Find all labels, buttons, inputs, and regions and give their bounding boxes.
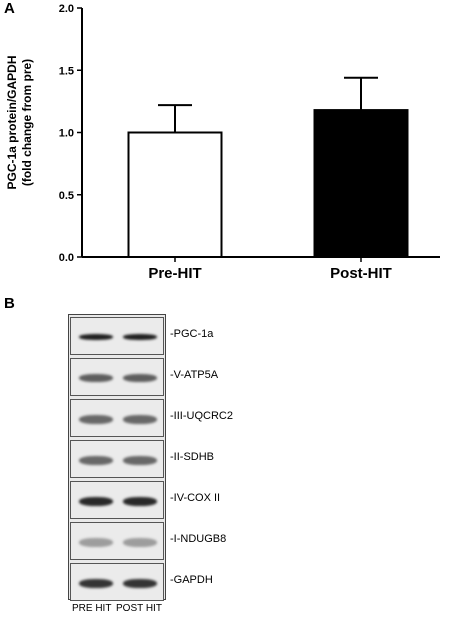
blot-row	[70, 481, 164, 519]
y-axis-label: (fold change from pre)	[20, 59, 34, 186]
lane-label-pre: PRE HIT	[72, 603, 112, 614]
y-tick-label: 0.0	[59, 252, 74, 264]
blot-band	[123, 334, 157, 340]
panel-a-label: A	[4, 0, 15, 17]
blot-band-label: -PGC-1a	[170, 328, 214, 340]
y-tick-label: 1.0	[59, 128, 74, 140]
blot-band-label: -I-NDUGB8	[170, 533, 227, 545]
blot-band	[79, 497, 113, 506]
blot-band	[123, 415, 157, 424]
blot-row	[70, 440, 164, 478]
bar	[313, 109, 409, 258]
bar	[127, 131, 223, 258]
blot-band	[79, 374, 113, 382]
x-tick-label: Post-HIT	[330, 265, 392, 282]
blot-band	[79, 334, 113, 340]
blot-band	[79, 579, 113, 588]
blot-band-label: -GAPDH	[170, 574, 213, 586]
y-tick-label: 1.5	[59, 65, 74, 77]
western-blot-panel	[68, 314, 166, 601]
bar-chart: 0.0 0.5 1.0 1.5 2.0 Pre-HIT Post-HIT PGC-1a pro…	[5, 3, 440, 282]
blot-row	[70, 317, 164, 355]
y-tick-label: 0.5	[59, 190, 74, 202]
blot-band	[79, 415, 113, 424]
y-tick-label: 2.0	[59, 3, 74, 15]
blot-band-label: -II-SDHB	[170, 451, 214, 463]
blot-band-label: -IV-COX II	[170, 492, 221, 504]
y-axis-label: PGC-1a protein/GAPDH	[5, 55, 19, 189]
panel-b-label: B	[4, 295, 15, 312]
blot-band	[79, 456, 113, 465]
blot-row	[70, 563, 164, 601]
blot-band	[123, 579, 157, 588]
blot-band	[123, 538, 157, 547]
blot-band	[123, 374, 157, 382]
lane-label-post: POST HIT	[116, 603, 162, 614]
blot-row	[70, 399, 164, 437]
x-tick-label: Pre-HIT	[148, 265, 201, 282]
blot-band	[79, 538, 113, 547]
blot-row	[70, 522, 164, 560]
blot-band	[123, 456, 157, 465]
blot-row	[70, 358, 164, 396]
blot-band-label: -V-ATP5A	[170, 369, 219, 381]
blot-band-label: -III-UQCRC2	[170, 410, 233, 422]
blot-band	[123, 497, 157, 506]
